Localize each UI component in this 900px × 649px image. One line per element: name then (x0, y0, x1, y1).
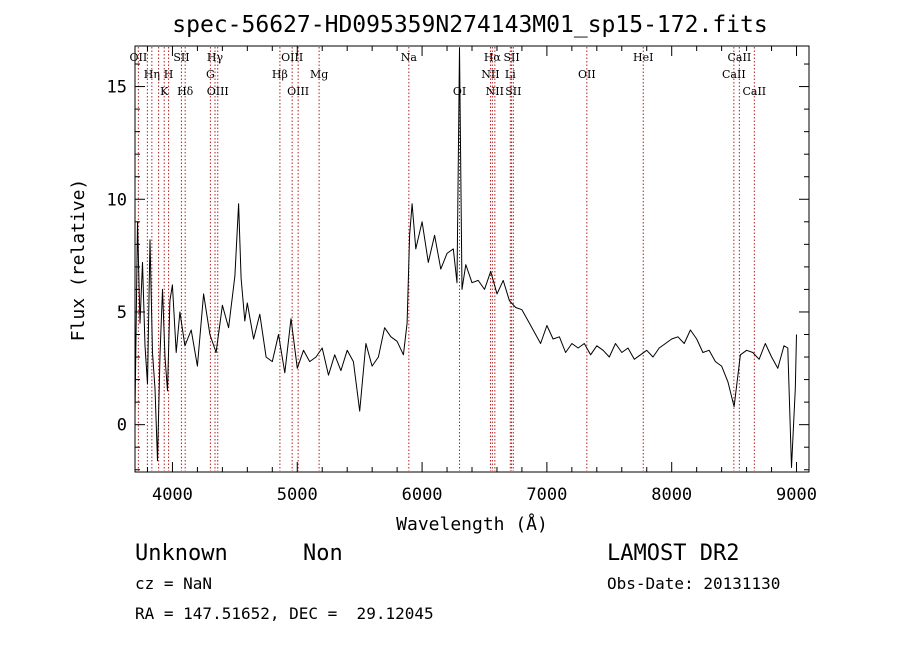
x-axis-label: Wavelength (Å) (396, 513, 548, 535)
marker-label: NII (481, 68, 499, 81)
survey-name: LAMOST DR2 (607, 541, 739, 566)
marker-label: Hγ (207, 51, 224, 64)
marker-label: OII (578, 68, 596, 81)
marker-label: Na (401, 51, 418, 64)
marker-label: Li (505, 68, 516, 81)
marker-label: HeI (633, 51, 653, 64)
marker-label: Hβ (272, 68, 288, 81)
marker-label: OIII (281, 51, 303, 64)
x-tick-label: 6000 (402, 485, 443, 505)
marker-label: CaII (742, 85, 766, 98)
y-tick-label: 10 (107, 190, 127, 210)
marker-label: NII (486, 85, 504, 98)
x-tick-label: 7000 (526, 485, 567, 505)
y-tick-label: 5 (117, 303, 127, 323)
y-tick-label: 0 (117, 416, 127, 436)
x-tick-label: 4000 (152, 485, 193, 505)
y-tick-label: 15 (107, 78, 127, 98)
x-tick-label: 9000 (776, 485, 817, 505)
y-axis-ticks: 0 5 10 15 (107, 63, 809, 471)
marker-label: SII (505, 85, 521, 98)
marker-label: SII (503, 51, 519, 64)
x-tick-label: 5000 (277, 485, 318, 505)
obs-date: Obs-Date: 20131130 (607, 574, 780, 593)
marker-label: Mg (310, 68, 328, 81)
chart-title: spec-56627-HD095359N274143M01_sp15-172.f… (172, 12, 767, 38)
spectral-line-markers (137, 47, 755, 471)
marker-label: K (160, 85, 169, 98)
marker-label: SII (173, 51, 189, 64)
y-axis-label: Flux (relative) (68, 179, 89, 342)
marker-label: OIII (287, 85, 309, 98)
coordinates: RA = 147.51652, DEC = 29.12045 (135, 604, 434, 623)
marker-label: OII (130, 51, 148, 64)
marker-label: Hη (144, 68, 160, 81)
object-class: Unknown (135, 541, 228, 566)
marker-label: CaII (722, 68, 746, 81)
x-tick-label: 8000 (651, 485, 692, 505)
object-subclass: Non (303, 541, 343, 566)
marker-label: Hδ (177, 85, 194, 98)
marker-label: OIII (207, 85, 229, 98)
redshift-value: cz = NaN (135, 574, 212, 593)
spectral-line-labels: OIIHηKHSIIHδGHγOIIIHβOIIIOIIIMgNaOINIIHα… (130, 51, 767, 98)
x-axis-ticks: 4000 5000 6000 7000 8000 9000 (146, 46, 817, 505)
marker-label: G (206, 68, 215, 81)
spectrum-line (134, 47, 797, 468)
marker-label: CaII (728, 51, 752, 64)
marker-label: Hα (484, 51, 502, 64)
marker-label: H (164, 68, 174, 81)
